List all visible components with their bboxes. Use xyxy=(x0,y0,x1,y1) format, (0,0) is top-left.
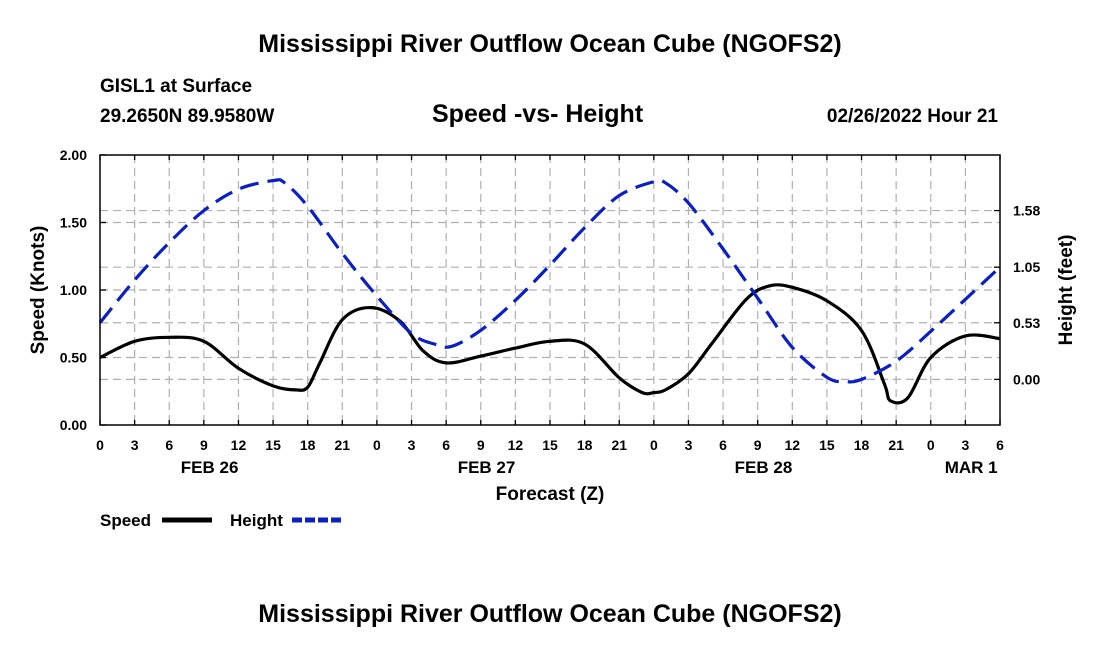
x-tick-label: 3 xyxy=(685,437,693,453)
x-tick-label: 6 xyxy=(996,437,1004,453)
x-tick-label: 15 xyxy=(542,437,558,453)
x-date-label: FEB 26 xyxy=(181,458,239,477)
x-tick-label: 6 xyxy=(442,437,450,453)
y-tick-label: 2.00 xyxy=(60,147,87,163)
x-tick-label: 18 xyxy=(300,437,316,453)
x-tick-label: 12 xyxy=(508,437,524,453)
x-tick-label: 3 xyxy=(408,437,416,453)
y-tick-label: 0.50 xyxy=(60,350,87,366)
legend-label-height: Height xyxy=(230,511,283,530)
x-tick-label: 12 xyxy=(231,437,247,453)
x-tick-label: 6 xyxy=(165,437,173,453)
chart-title: Mississippi River Outflow Ocean Cube (NG… xyxy=(258,30,842,58)
x-axis-label: Forecast (Z) xyxy=(496,484,605,505)
y2-axis-ticks: 0.00 0.53 1.05 1.58 xyxy=(994,203,1040,387)
chart-subtitle: Speed -vs- Height xyxy=(432,100,644,128)
x-date-labels: FEB 26 FEB 27 FEB 28 MAR 1 xyxy=(181,458,998,477)
legend: Speed Height xyxy=(100,511,342,530)
x-tick-label: 0 xyxy=(927,437,935,453)
x-tick-label: 21 xyxy=(611,437,627,453)
y2-tick-label: 0.00 xyxy=(1013,371,1040,387)
x-tick-label: 0 xyxy=(373,437,381,453)
speed-height-chart: 0 3 6 9 12 15 18 21 0 3 6 9 12 15 18 21 0 3 6 9 12 15 18 21 0 3 6 … xyxy=(28,147,1077,530)
x-tick-label: 15 xyxy=(265,437,281,453)
x-tick-label: 0 xyxy=(96,437,104,453)
timestamp-label: 02/26/2022 Hour 21 xyxy=(826,106,998,127)
x-tick-label: 21 xyxy=(888,437,904,453)
series-layer xyxy=(98,178,1002,405)
y-tick-label: 1.50 xyxy=(60,215,87,231)
coordinates-label: 29.2650N 89.9580W xyxy=(100,106,275,127)
x-tick-label: 18 xyxy=(577,437,593,453)
height-series-line xyxy=(98,178,1002,384)
y-tick-label: 1.00 xyxy=(60,282,87,298)
y-axis-ticks: 0.00 0.50 1.00 1.50 2.00 xyxy=(60,147,106,433)
y2-tick-label: 1.58 xyxy=(1013,203,1040,219)
x-tick-label: 9 xyxy=(754,437,762,453)
x-tick-label: 3 xyxy=(131,437,139,453)
x-axis-ticks: 0 3 6 9 12 15 18 21 0 3 6 9 12 15 18 21 0 3 6 9 12 15 18 21 0 3 6 xyxy=(96,155,1004,453)
x-tick-label: 15 xyxy=(819,437,835,453)
legend-label-speed: Speed xyxy=(100,511,151,530)
x-tick-label: 21 xyxy=(335,437,351,453)
y2-tick-label: 1.05 xyxy=(1013,259,1040,275)
x-date-label: FEB 28 xyxy=(735,458,793,477)
x-date-label: FEB 27 xyxy=(458,458,516,477)
x-tick-label: 9 xyxy=(477,437,485,453)
x-tick-label: 18 xyxy=(854,437,870,453)
y-tick-label: 0.00 xyxy=(60,417,87,433)
footer-title: Mississippi River Outflow Ocean Cube (NG… xyxy=(258,600,842,628)
x-tick-label: 3 xyxy=(961,437,969,453)
speed-series-line xyxy=(99,283,1001,405)
y-axis-label: Speed (Knots) xyxy=(28,226,49,355)
x-tick-label: 6 xyxy=(719,437,727,453)
x-tick-label: 0 xyxy=(650,437,658,453)
y2-tick-label: 0.53 xyxy=(1013,315,1040,331)
x-tick-label: 12 xyxy=(785,437,801,453)
x-date-label: MAR 1 xyxy=(945,458,998,477)
grid-lines xyxy=(100,155,1000,425)
x-tick-label: 9 xyxy=(200,437,208,453)
station-label: GISL1 at Surface xyxy=(100,76,253,97)
y2-axis-label: Height (feet) xyxy=(1056,235,1077,346)
